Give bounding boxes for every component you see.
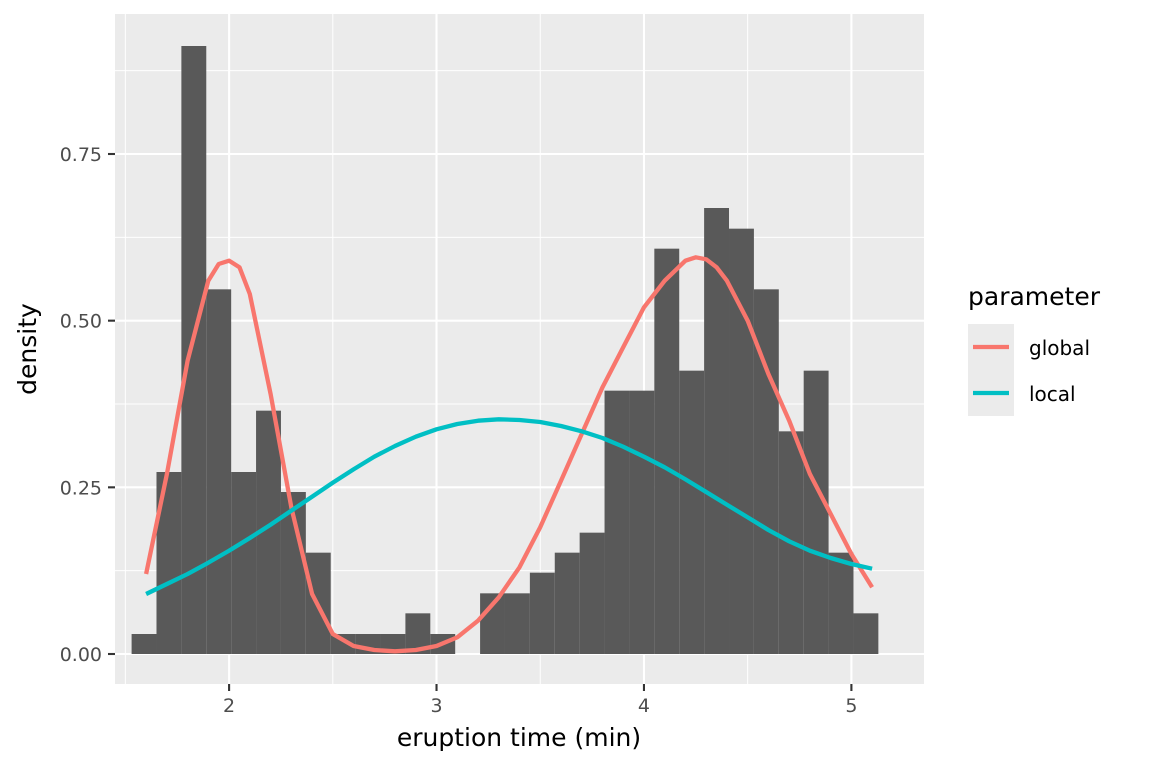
- x-tick-label: 5: [845, 695, 857, 717]
- y-tick-label: 0.25: [60, 477, 102, 499]
- histogram-bar: [231, 472, 257, 654]
- legend-title: parameter: [968, 282, 1101, 311]
- histogram-bar: [654, 248, 680, 654]
- histogram-bar: [604, 390, 630, 654]
- series-lines: [143, 255, 874, 654]
- histogram-bars: [131, 46, 879, 654]
- histogram-bar: [181, 46, 207, 654]
- histogram-bar: [729, 228, 754, 654]
- histogram-bar: [853, 613, 879, 654]
- histogram-bar: [828, 552, 854, 654]
- y-axis-title: density: [13, 303, 42, 395]
- histogram-bar: [330, 634, 356, 654]
- legend-label-global: global: [1029, 336, 1090, 360]
- x-tick-label: 4: [638, 695, 650, 717]
- y-tick-label: 0.50: [60, 311, 102, 333]
- series-line-global: [143, 255, 874, 654]
- x-tick-label: 2: [223, 695, 235, 717]
- y-tick-label: 0.00: [60, 644, 102, 666]
- series-line-local: [145, 417, 873, 596]
- histogram-bar: [579, 532, 605, 654]
- histogram-bar: [206, 289, 232, 654]
- histogram-bar: [704, 208, 730, 654]
- histogram-bar: [629, 390, 655, 654]
- x-axis: 2 3 4 5: [223, 684, 857, 717]
- histogram-bar: [554, 552, 580, 654]
- y-tick-label: 0.75: [60, 144, 102, 166]
- histogram-bar: [504, 593, 530, 654]
- histogram-bar: [131, 634, 157, 654]
- y-axis: 0.00 0.25 0.50 0.75: [60, 144, 115, 666]
- legend-label-local: local: [1029, 382, 1076, 406]
- legend: parameter global local: [968, 282, 1101, 416]
- histogram-bar: [529, 572, 555, 654]
- histogram-bar: [803, 370, 829, 654]
- x-axis-title: eruption time (min): [397, 723, 641, 752]
- histogram-bar: [679, 370, 705, 654]
- minor-gridlines: [115, 14, 924, 684]
- x-tick-label: 3: [430, 695, 442, 717]
